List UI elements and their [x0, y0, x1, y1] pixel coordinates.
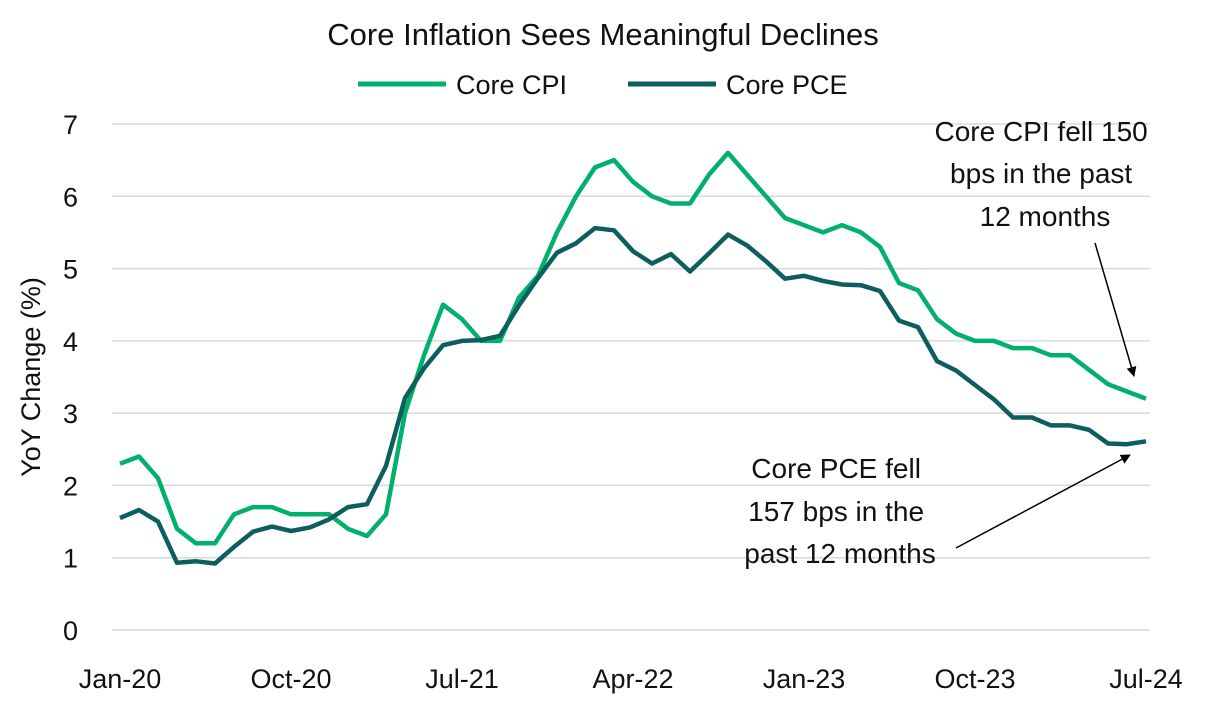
y-tick-label: 0	[63, 616, 78, 646]
annotation-cpi-text: Core CPI fell 150 bps in the past 12 mon…	[935, 116, 1156, 232]
y-tick-label: 2	[63, 471, 78, 501]
y-tick-label: 1	[63, 544, 78, 574]
annotation-core-pce: Core PCE fell 157 bps in the past 12 mon…	[744, 453, 1131, 569]
x-tick-label: Jul-21	[425, 664, 499, 694]
legend: Core CPI Core PCE	[358, 70, 848, 100]
x-tick-label: Jan-20	[79, 664, 162, 694]
x-tick-label: Apr-22	[592, 664, 673, 694]
x-tick-label: Oct-20	[250, 664, 331, 694]
y-tick-label: 5	[63, 255, 78, 285]
legend-label-core-cpi: Core CPI	[456, 70, 567, 100]
annotation-core-cpi: Core CPI fell 150 bps in the past 12 mon…	[935, 116, 1156, 377]
annotation-pce-arrow	[955, 454, 1131, 549]
series-line-core-cpi	[119, 150, 1147, 546]
annotation-cpi-arrow	[1094, 242, 1137, 377]
y-axis-title: YoY Change (%)	[16, 277, 46, 477]
y-tick-label: 6	[63, 182, 78, 212]
y-tick-label: 4	[63, 327, 78, 357]
chart-title: Core Inflation Sees Meaningful Declines	[327, 17, 878, 52]
series-line-core-pce	[119, 225, 1147, 566]
annotation-pce-text: Core PCE fell 157 bps in the past 12 mon…	[744, 453, 935, 569]
legend-label-core-pce: Core PCE	[726, 70, 848, 100]
x-tick-label: Jul-24	[1109, 664, 1183, 694]
y-tick-label: 3	[63, 399, 78, 429]
x-tick-label: Oct-23	[934, 664, 1015, 694]
x-tick-label: Jan-23	[763, 664, 846, 694]
y-tick-label: 7	[63, 110, 78, 140]
